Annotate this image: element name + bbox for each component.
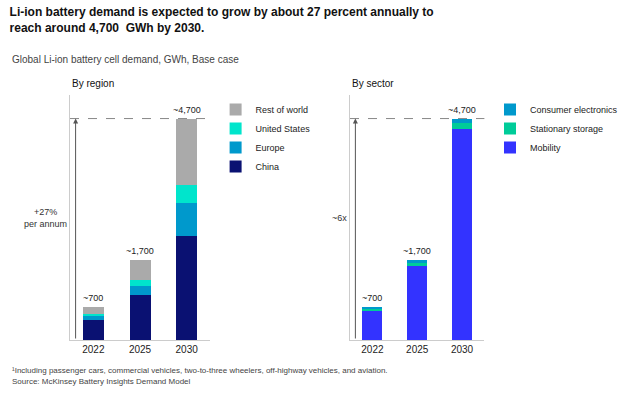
svg-text:2030: 2030 — [451, 344, 474, 355]
svg-text:Europe: Europe — [256, 143, 285, 153]
svg-text:Mobility: Mobility — [530, 143, 561, 153]
svg-text:~4,700: ~4,700 — [448, 105, 476, 115]
svg-text:United States: United States — [256, 124, 311, 134]
svg-text:~700: ~700 — [362, 293, 382, 303]
svg-text:Source: McKinsey Battery Insig: Source: McKinsey Battery Insights Demand… — [12, 377, 191, 386]
svg-text:¹Including passenger cars, com: ¹Including passenger cars, commercial ve… — [12, 366, 388, 375]
svg-text:~1,700: ~1,700 — [126, 246, 154, 256]
svg-text:Stationary storage: Stationary storage — [530, 124, 603, 134]
svg-text:2022: 2022 — [82, 344, 105, 355]
svg-text:Global Li-ion battery cell dem: Global Li-ion battery cell demand, GWh, … — [12, 54, 239, 65]
svg-text:By sector: By sector — [352, 78, 394, 89]
svg-text:By region: By region — [72, 78, 114, 89]
svg-text:~1,700: ~1,700 — [403, 246, 431, 256]
svg-text:2025: 2025 — [406, 344, 429, 355]
svg-text:2025: 2025 — [129, 344, 152, 355]
svg-text:Li-ion battery demand is expec: Li-ion battery demand is expected to gro… — [10, 5, 434, 35]
svg-text:2022: 2022 — [361, 344, 384, 355]
svg-text:~4,700: ~4,700 — [173, 105, 201, 115]
svg-text:Rest of world: Rest of world — [256, 105, 309, 115]
svg-text:~6x: ~6x — [332, 213, 347, 223]
svg-text:~700: ~700 — [83, 293, 103, 303]
svg-text:Consumer electronics: Consumer electronics — [530, 105, 618, 115]
svg-text:2030: 2030 — [176, 344, 199, 355]
svg-text:China: China — [256, 162, 280, 172]
svg-text:+27%per annum: +27%per annum — [24, 207, 67, 229]
